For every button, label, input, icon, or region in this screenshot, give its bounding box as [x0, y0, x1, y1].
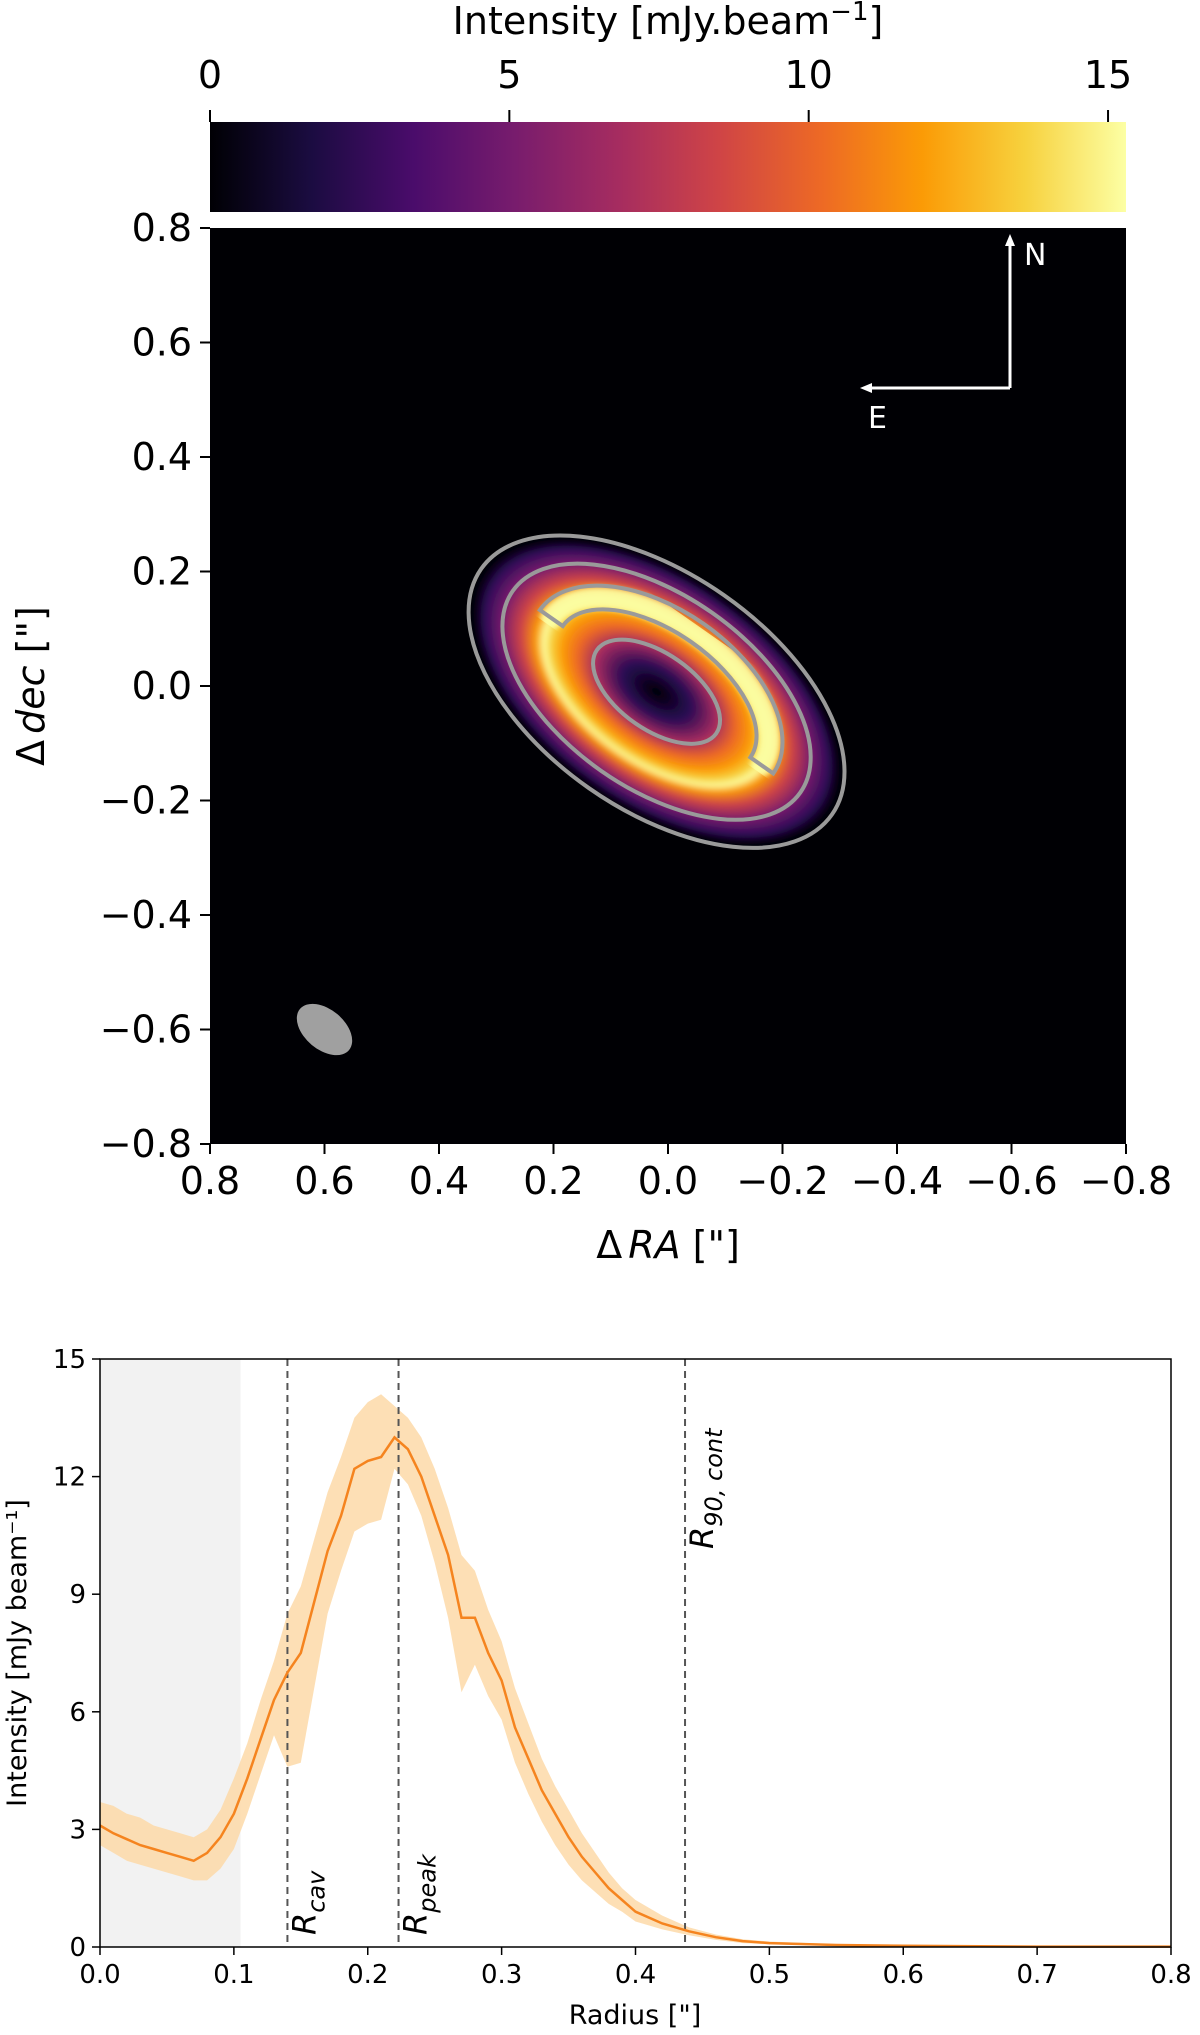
map-ytick-label: −0.6 — [100, 1008, 192, 1052]
map-xtick-label: −0.4 — [851, 1159, 943, 1203]
colorbar: Intensity [mJy.beam−1] 0 5 10 15 — [198, 0, 1132, 212]
profile-ytick-label: 15 — [53, 1345, 86, 1375]
contour-inner — [591, 637, 723, 746]
profile-axes-frame — [99, 1358, 1172, 1948]
map-ytick-label: 0.6 — [132, 321, 192, 365]
reference-lines: Rcav Rpeak R90, cont — [285, 1359, 728, 1947]
map-ytick-label: 0.4 — [132, 435, 192, 479]
reference-line-label: Rcav — [285, 1870, 330, 1935]
east-arrowhead — [860, 383, 872, 393]
map-ytick-label: −0.8 — [100, 1122, 192, 1166]
profile-xtick-label: 0.4 — [615, 1960, 656, 1990]
map-ytick-label: −0.4 — [100, 893, 192, 937]
contour-outer — [466, 533, 847, 850]
colorbar-ticks: 0 5 10 15 — [198, 53, 1132, 122]
map-axis-ticks: 0.8 0.6 0.4 0.2 0.0 −0.2 −0.4 −0.6 −0.80.80.60.4… — [100, 206, 1172, 1203]
map-xtick-label: 0.8 — [180, 1159, 240, 1203]
east-label: E — [868, 401, 887, 436]
uncertainty-band — [100, 1394, 1171, 1947]
map-ytick-label: 0.0 — [132, 664, 192, 708]
compass: N E — [860, 234, 1046, 436]
colorbar-tick-label: 15 — [1084, 53, 1132, 97]
map-xtick-label: −0.6 — [965, 1159, 1057, 1203]
contour-middle — [500, 561, 813, 822]
profile-xtick-label: 0.1 — [213, 1960, 254, 1990]
profile-ytick-label: 9 — [69, 1580, 86, 1610]
beam-ellipse — [296, 1003, 353, 1056]
map-ylabel: Δdec ["] — [9, 606, 53, 766]
profile-ytick-label: 6 — [69, 1698, 86, 1728]
profile-ylabel: Intensity [mJy beam⁻¹] — [2, 1499, 33, 1807]
map-xtick-label: −0.8 — [1080, 1159, 1172, 1203]
profile-xlabel: Radius ["] — [569, 2000, 702, 2031]
colorbar-tick-label: 0 — [198, 53, 222, 97]
map-xtick-label: 0.0 — [638, 1159, 698, 1203]
radial-profile: Rcav Rpeak R90, cont 0.0 0.1 0.2 0.3 0.4 0.5 0.6… — [2, 1345, 1192, 2031]
north-label: N — [1024, 238, 1046, 273]
intensity-map: N E 0.8 0.6 0.4 0.2 0.0 −0.2 −0.4 −0.6 −0.80.80.… — [9, 206, 1172, 1267]
ring-crescent — [540, 587, 781, 777]
profile-xtick-label: 0.6 — [883, 1960, 924, 1990]
map-xtick-label: 0.6 — [294, 1159, 354, 1203]
profile-xtick-label: 0.7 — [1016, 1960, 1057, 1990]
reference-line-label: R90, cont — [683, 1427, 728, 1549]
profile-line — [99, 1435, 1171, 1948]
map-ytick-label: 0.2 — [132, 550, 192, 594]
map-xlabel: Δ RA ["] — [596, 1223, 740, 1267]
colorbar-tick-label: 10 — [785, 53, 833, 97]
profile-xtick-label: 0.3 — [481, 1960, 522, 1990]
colorbar-bar — [210, 122, 1126, 212]
contour-crescent — [537, 583, 785, 777]
north-arrowhead — [1005, 234, 1015, 246]
profile-axis-ticks: 0.0 0.1 0.2 0.3 0.4 0.5 0.6 0.7 0.8 0 3 6 9 12 15 — [53, 1345, 1192, 1990]
profile-ytick-label: 12 — [53, 1463, 86, 1493]
profile-xtick-label: 0.2 — [347, 1960, 388, 1990]
map-xtick-label: 0.2 — [523, 1159, 583, 1203]
map-xtick-label: 0.4 — [409, 1159, 469, 1203]
map-ytick-label: 0.8 — [132, 206, 192, 250]
colorbar-label: Intensity [mJy.beam−1] — [453, 0, 884, 43]
profile-xtick-label: 0.5 — [749, 1960, 790, 1990]
profile-xtick-label: 0.8 — [1150, 1960, 1191, 1990]
map-ytick-label: −0.2 — [100, 779, 192, 823]
profile-xtick-label: 0.0 — [79, 1960, 120, 1990]
map-xtick-label: −0.2 — [736, 1159, 828, 1203]
disk-ring — [468, 535, 845, 848]
contours — [466, 533, 847, 850]
profile-ytick-label: 3 — [69, 1815, 86, 1845]
profile-ytick-label: 0 — [69, 1933, 86, 1963]
reference-line-label: Rpeak — [397, 1853, 442, 1935]
colorbar-tick-label: 5 — [497, 53, 521, 97]
